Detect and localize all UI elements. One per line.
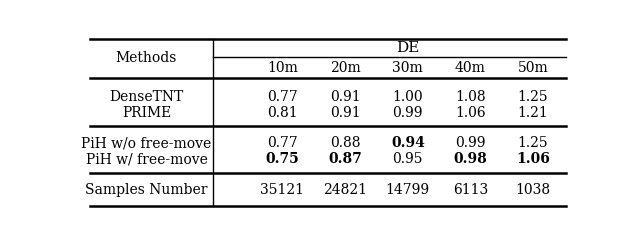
Text: PRIME: PRIME xyxy=(122,106,171,120)
Text: PiH w/ free-move: PiH w/ free-move xyxy=(86,152,207,166)
Text: 0.81: 0.81 xyxy=(267,106,298,120)
Text: 1.08: 1.08 xyxy=(455,90,486,104)
Text: 0.87: 0.87 xyxy=(328,152,362,166)
Text: 1.00: 1.00 xyxy=(392,90,423,104)
Text: DenseTNT: DenseTNT xyxy=(109,90,184,104)
Text: 0.91: 0.91 xyxy=(330,106,361,120)
Text: Methods: Methods xyxy=(116,51,177,65)
Text: 30m: 30m xyxy=(392,61,423,75)
Text: 10m: 10m xyxy=(267,61,298,75)
Text: 0.88: 0.88 xyxy=(330,136,360,150)
Text: 0.91: 0.91 xyxy=(330,90,361,104)
Text: 0.77: 0.77 xyxy=(267,136,298,150)
Text: 0.94: 0.94 xyxy=(391,136,425,150)
Text: 0.99: 0.99 xyxy=(392,106,423,120)
Text: 0.75: 0.75 xyxy=(266,152,300,166)
Text: 1.25: 1.25 xyxy=(518,136,548,150)
Text: 0.77: 0.77 xyxy=(267,90,298,104)
Text: 24821: 24821 xyxy=(323,183,367,197)
Text: 0.95: 0.95 xyxy=(392,152,423,166)
Text: 1.06: 1.06 xyxy=(516,152,550,166)
Text: Samples Number: Samples Number xyxy=(85,183,208,197)
Text: 20m: 20m xyxy=(330,61,361,75)
Text: 6113: 6113 xyxy=(452,183,488,197)
Text: 50m: 50m xyxy=(518,61,548,75)
Text: 1.25: 1.25 xyxy=(518,90,548,104)
Text: 1.21: 1.21 xyxy=(518,106,548,120)
Text: 14799: 14799 xyxy=(386,183,430,197)
Text: 35121: 35121 xyxy=(260,183,305,197)
Text: 0.98: 0.98 xyxy=(454,152,487,166)
Text: DE: DE xyxy=(396,41,419,55)
Text: PiH w/o free-move: PiH w/o free-move xyxy=(81,136,212,150)
Text: 1038: 1038 xyxy=(515,183,550,197)
Text: 0.99: 0.99 xyxy=(455,136,486,150)
Text: 1.06: 1.06 xyxy=(455,106,486,120)
Text: 40m: 40m xyxy=(455,61,486,75)
